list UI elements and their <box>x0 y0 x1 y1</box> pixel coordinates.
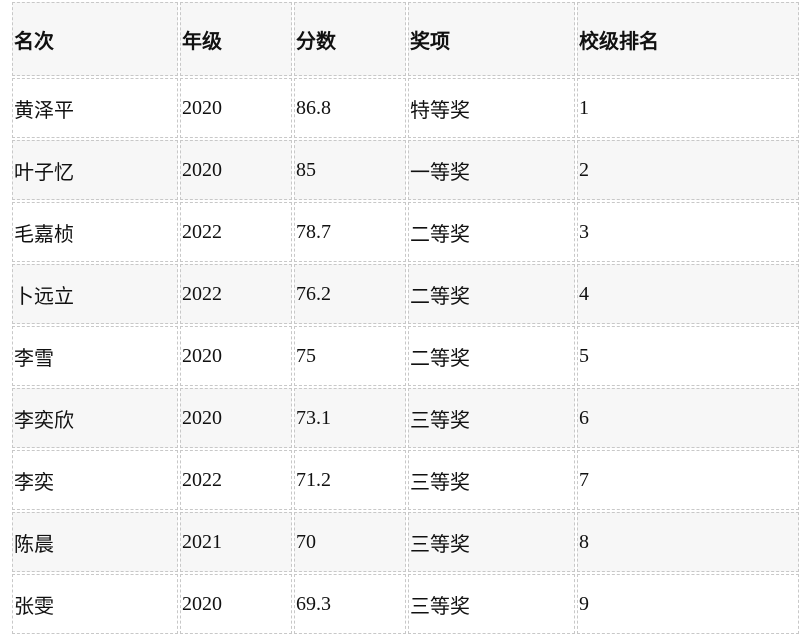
cell-school-rank: 3 <box>577 202 799 262</box>
cell-grade: 2020 <box>180 388 292 448</box>
table-row: 李奕 2022 71.2 三等奖 7 <box>12 450 799 510</box>
cell-award: 二等奖 <box>408 326 575 386</box>
header-name: 名次 <box>12 2 178 76</box>
cell-grade: 2022 <box>180 450 292 510</box>
header-award: 奖项 <box>408 2 575 76</box>
table-row: 黄泽平 2020 86.8 特等奖 1 <box>12 78 799 138</box>
cell-award: 二等奖 <box>408 202 575 262</box>
cell-award: 二等奖 <box>408 264 575 324</box>
cell-award: 三等奖 <box>408 512 575 572</box>
cell-score: 86.8 <box>294 78 406 138</box>
cell-score: 76.2 <box>294 264 406 324</box>
cell-score: 70 <box>294 512 406 572</box>
cell-score: 85 <box>294 140 406 200</box>
cell-school-rank: 2 <box>577 140 799 200</box>
cell-name: 叶子忆 <box>12 140 178 200</box>
cell-name: 黄泽平 <box>12 78 178 138</box>
cell-school-rank: 1 <box>577 78 799 138</box>
cell-name: 李雪 <box>12 326 178 386</box>
table-row: 陈晨 2021 70 三等奖 8 <box>12 512 799 572</box>
cell-score: 69.3 <box>294 574 406 634</box>
cell-school-rank: 8 <box>577 512 799 572</box>
cell-name: 卜远立 <box>12 264 178 324</box>
table-row: 张雯 2020 69.3 三等奖 9 <box>12 574 799 634</box>
cell-name: 李奕欣 <box>12 388 178 448</box>
cell-grade: 2020 <box>180 78 292 138</box>
cell-name: 张雯 <box>12 574 178 634</box>
cell-score: 73.1 <box>294 388 406 448</box>
table-row: 毛嘉桢 2022 78.7 二等奖 3 <box>12 202 799 262</box>
cell-grade: 2022 <box>180 202 292 262</box>
cell-school-rank: 9 <box>577 574 799 634</box>
cell-award: 三等奖 <box>408 388 575 448</box>
cell-award: 三等奖 <box>408 574 575 634</box>
table-row: 李奕欣 2020 73.1 三等奖 6 <box>12 388 799 448</box>
table-row: 叶子忆 2020 85 一等奖 2 <box>12 140 799 200</box>
cell-grade: 2022 <box>180 264 292 324</box>
cell-name: 李奕 <box>12 450 178 510</box>
header-row: 名次 年级 分数 奖项 校级排名 <box>12 2 799 76</box>
header-score: 分数 <box>294 2 406 76</box>
cell-grade: 2020 <box>180 140 292 200</box>
cell-school-rank: 7 <box>577 450 799 510</box>
cell-score: 75 <box>294 326 406 386</box>
cell-grade: 2020 <box>180 574 292 634</box>
cell-name: 陈晨 <box>12 512 178 572</box>
cell-name: 毛嘉桢 <box>12 202 178 262</box>
cell-award: 三等奖 <box>408 450 575 510</box>
table-row: 卜远立 2022 76.2 二等奖 4 <box>12 264 799 324</box>
cell-award: 特等奖 <box>408 78 575 138</box>
cell-grade: 2021 <box>180 512 292 572</box>
header-grade: 年级 <box>180 2 292 76</box>
cell-score: 78.7 <box>294 202 406 262</box>
ranking-table: 名次 年级 分数 奖项 校级排名 黄泽平 2020 86.8 特等奖 1 叶子忆 2020 8… <box>10 0 801 636</box>
header-school-rank: 校级排名 <box>577 2 799 76</box>
cell-school-rank: 4 <box>577 264 799 324</box>
cell-grade: 2020 <box>180 326 292 386</box>
cell-school-rank: 5 <box>577 326 799 386</box>
cell-award: 一等奖 <box>408 140 575 200</box>
table-row: 李雪 2020 75 二等奖 5 <box>12 326 799 386</box>
cell-school-rank: 6 <box>577 388 799 448</box>
cell-score: 71.2 <box>294 450 406 510</box>
